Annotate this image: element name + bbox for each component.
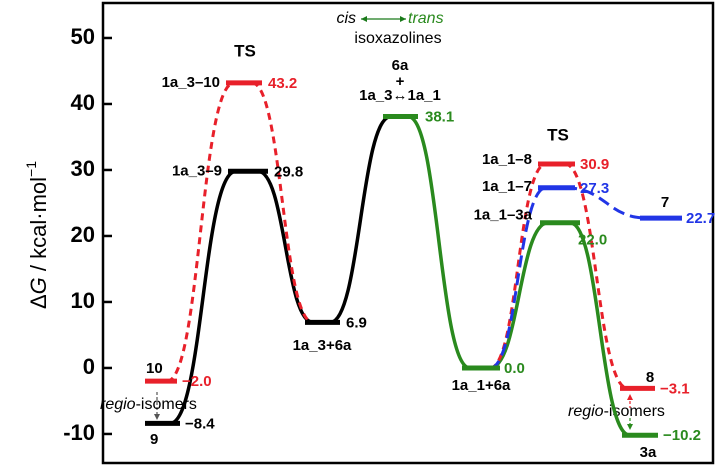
pathway — [169, 169, 237, 426]
pathway — [251, 81, 314, 324]
y-label-delta: Δ — [26, 294, 51, 309]
value-label: 30.9 — [580, 156, 609, 173]
value-label: −3.1 — [660, 380, 690, 397]
cis-label: cis — [336, 10, 356, 27]
y-label-unit: / kcal·mol — [26, 177, 51, 277]
value-label: −2.0 — [182, 373, 212, 390]
level-name: 9 — [150, 431, 158, 448]
value-label: 22.0 — [578, 232, 607, 249]
y-label-exponent: −1 — [23, 161, 39, 177]
regio-text: regio — [100, 396, 136, 413]
level-name: 10 — [146, 360, 163, 377]
level-name: 1a_1–3a — [474, 207, 533, 224]
pathway — [564, 162, 629, 390]
pathway — [329, 114, 392, 325]
pathway — [489, 221, 549, 370]
value-label: 22.7 — [686, 210, 715, 227]
isoxazolines-label: isoxazolines — [354, 30, 441, 47]
level-name: 1a_1–8 — [482, 151, 532, 168]
y-tick-label: -10 — [63, 420, 95, 445]
y-tick-label: 30 — [71, 156, 95, 181]
pathway — [489, 162, 547, 370]
isomers-text: -isomers — [136, 396, 197, 413]
ts-label: TS — [234, 41, 256, 60]
pathway — [166, 81, 235, 383]
y-tick-label: 40 — [71, 90, 95, 115]
level-name: 1a_1+6a — [452, 377, 511, 394]
reagent-label: 6a — [392, 57, 409, 74]
pathway — [407, 114, 471, 370]
level-name: 7 — [661, 194, 669, 211]
regio-text: regio — [568, 403, 604, 420]
pathway — [569, 221, 631, 438]
trans-label: trans — [408, 10, 444, 27]
level-name: 1a_3+6a — [293, 337, 352, 354]
value-label: 27.3 — [580, 180, 609, 197]
level-name: 1a_1–7 — [482, 178, 532, 195]
y-label-symbol: G — [26, 277, 51, 294]
level-name: 1a_3–9 — [172, 162, 222, 179]
y-axis-label: ΔG / kcal·mol−1 — [23, 161, 51, 309]
regio-right-label: regio-isomers — [568, 403, 665, 420]
y-tick-label: 50 — [71, 24, 95, 49]
value-label: 0.0 — [504, 360, 525, 377]
regio-arrowhead — [627, 424, 633, 430]
y-tick-label: 0 — [83, 354, 95, 379]
pathway — [489, 186, 547, 370]
y-tick-label: 20 — [71, 222, 95, 247]
value-label: 38.1 — [425, 108, 454, 125]
value-label: −8.4 — [185, 415, 215, 432]
value-label: 29.8 — [274, 163, 303, 180]
plot-frame — [101, 1, 715, 465]
level-name: 3a — [640, 444, 657, 461]
value-label: −10.2 — [663, 427, 701, 444]
y-tick-label: 10 — [71, 288, 95, 313]
value-label: 43.2 — [268, 75, 297, 92]
regio-arrowhead — [154, 414, 160, 420]
isomers-text: -isomers — [604, 403, 665, 420]
regio-arrowhead — [627, 394, 633, 400]
pathway — [564, 186, 649, 220]
plus-label: + — [396, 73, 405, 90]
ts-label: TS — [547, 125, 569, 144]
level-name: 1a_3↔1a_1 — [359, 87, 441, 104]
value-label: 6.9 — [346, 314, 367, 331]
level-name: 8 — [646, 369, 654, 386]
pathway — [257, 169, 314, 325]
level-name: 1a_3–10 — [162, 74, 220, 91]
